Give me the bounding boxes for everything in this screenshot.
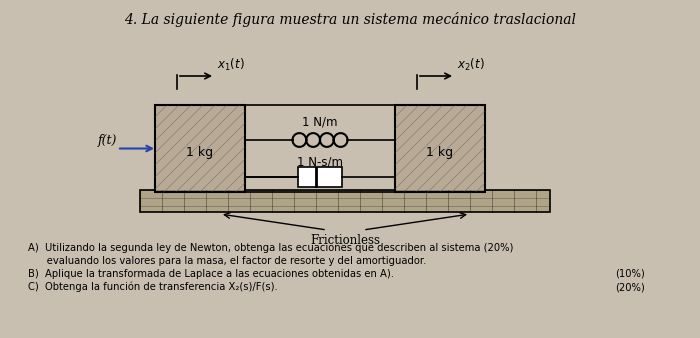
- Text: evaluando los valores para la masa, el factor de resorte y del amortiguador.: evaluando los valores para la masa, el f…: [28, 256, 426, 266]
- Bar: [140, 190, 550, 212]
- Bar: [155, 105, 245, 192]
- Text: 1 N-s/m: 1 N-s/m: [297, 155, 343, 169]
- Text: (20%): (20%): [615, 282, 645, 292]
- Text: $x_1(t)$: $x_1(t)$: [217, 57, 244, 73]
- Text: 1 N/m: 1 N/m: [302, 116, 337, 128]
- Text: 4. La siguiente figura muestra un sistema mecánico traslacional: 4. La siguiente figura muestra un sistem…: [124, 12, 576, 27]
- Text: 1 kg: 1 kg: [186, 146, 214, 159]
- Text: f(t): f(t): [97, 134, 117, 147]
- Text: 1 kg: 1 kg: [426, 146, 454, 159]
- Text: Frictionless: Frictionless: [310, 234, 380, 247]
- Text: A)  Utilizando la segunda ley de Newton, obtenga las ecuaciones que describen al: A) Utilizando la segunda ley de Newton, …: [28, 243, 513, 253]
- Bar: [395, 105, 485, 192]
- Bar: [298, 167, 342, 187]
- Text: $x_2(t)$: $x_2(t)$: [457, 57, 484, 73]
- Text: C)  Obtenga la función de transferencia X₂(s)/F(s).: C) Obtenga la función de transferencia X…: [28, 282, 278, 292]
- Text: B)  Aplique la transformada de Laplace a las ecuaciones obtenidas en A).: B) Aplique la transformada de Laplace a …: [28, 269, 394, 279]
- Text: (10%): (10%): [615, 269, 645, 279]
